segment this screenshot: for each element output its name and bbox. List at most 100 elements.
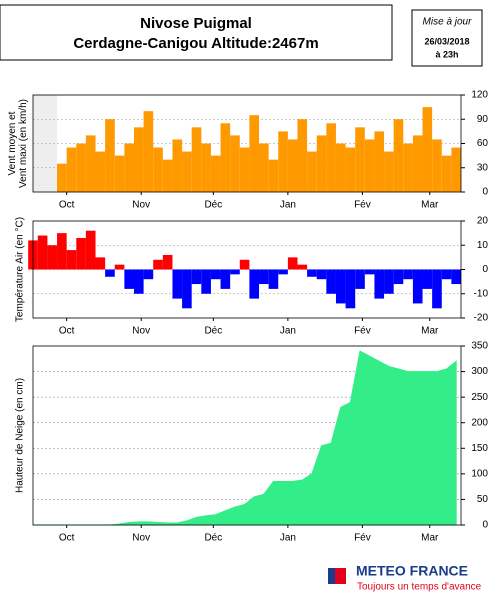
bar bbox=[143, 111, 154, 192]
x-tick-label: Jan bbox=[280, 200, 296, 211]
bar bbox=[259, 143, 269, 192]
bar bbox=[268, 159, 279, 192]
bar bbox=[76, 143, 86, 192]
bar bbox=[355, 127, 365, 192]
x-tick-label: Oct bbox=[59, 200, 75, 211]
y-axis-label: Vent maxi (en km/h) bbox=[18, 99, 29, 188]
bar bbox=[105, 269, 115, 277]
plot-frame bbox=[32, 345, 462, 526]
bar bbox=[162, 159, 173, 192]
bar bbox=[143, 269, 154, 280]
x-tick-label: Fév bbox=[354, 533, 371, 544]
bar bbox=[326, 123, 336, 192]
y-tick-label: 50 bbox=[477, 494, 489, 505]
bar bbox=[76, 237, 86, 270]
logo-name: METEO FRANCE bbox=[356, 563, 468, 579]
bar bbox=[345, 269, 356, 309]
bar bbox=[345, 147, 356, 192]
x-tick-label: Nov bbox=[132, 200, 150, 211]
bar bbox=[95, 257, 106, 270]
bar bbox=[57, 233, 67, 270]
bar bbox=[384, 151, 394, 192]
y-tick-label: 200 bbox=[471, 417, 488, 428]
bar bbox=[287, 139, 298, 192]
subtitle: Cerdagne-Canigou Altitude:2467m bbox=[73, 35, 318, 52]
bar bbox=[249, 269, 260, 299]
bar bbox=[259, 269, 269, 285]
y-tick-label: 30 bbox=[477, 162, 489, 173]
x-tick-label: Fév bbox=[354, 200, 371, 211]
x-tick-label: Oct bbox=[59, 533, 75, 544]
bar bbox=[182, 151, 192, 192]
plot-frame bbox=[32, 220, 462, 319]
x-tick-label: Mar bbox=[421, 200, 439, 211]
y-tick-label: 0 bbox=[482, 520, 488, 531]
bar bbox=[451, 269, 461, 285]
bar bbox=[172, 139, 183, 192]
y-axis-label: Vent moyen et bbox=[7, 111, 18, 175]
bar bbox=[162, 254, 173, 270]
update-label: Mise à jour bbox=[423, 17, 473, 28]
bar bbox=[85, 230, 96, 270]
y-tick-label: 90 bbox=[477, 114, 489, 125]
bar bbox=[316, 135, 327, 192]
bar bbox=[153, 259, 163, 270]
bar bbox=[37, 235, 48, 270]
update-hour: à 23h bbox=[435, 49, 458, 59]
bar bbox=[191, 269, 202, 285]
bar bbox=[239, 147, 250, 192]
plot-frame bbox=[32, 94, 462, 193]
bar bbox=[374, 269, 385, 299]
y-tick-label: 120 bbox=[471, 90, 488, 101]
bar bbox=[297, 264, 308, 270]
bar bbox=[220, 123, 231, 192]
x-tick-label: Fév bbox=[354, 326, 371, 337]
y-tick-label: -20 bbox=[474, 313, 489, 324]
bar bbox=[172, 269, 183, 299]
bar bbox=[66, 250, 77, 270]
bar bbox=[403, 143, 413, 192]
bar bbox=[182, 269, 192, 309]
title-box bbox=[0, 4, 393, 61]
bar bbox=[230, 269, 240, 275]
x-tick-label: Oct bbox=[59, 326, 75, 337]
x-tick-label: Nov bbox=[132, 533, 150, 544]
bar bbox=[307, 269, 317, 277]
x-tick-label: Jan bbox=[280, 533, 296, 544]
title: Nivose Puigmal bbox=[140, 15, 252, 32]
bar bbox=[393, 119, 404, 192]
y-axis-label: Hauteur de Neige (en cm) bbox=[15, 378, 26, 493]
bar bbox=[297, 119, 308, 192]
bar bbox=[432, 139, 442, 192]
bar bbox=[374, 131, 385, 192]
bar bbox=[230, 135, 240, 192]
bar bbox=[201, 269, 211, 294]
bar bbox=[85, 135, 96, 192]
y-tick-label: 0 bbox=[482, 187, 488, 198]
bar bbox=[316, 269, 327, 280]
x-tick-label: Mar bbox=[421, 533, 439, 544]
bar bbox=[133, 269, 144, 294]
bar bbox=[278, 269, 288, 275]
bar bbox=[403, 269, 413, 280]
bar bbox=[422, 107, 433, 192]
bar bbox=[201, 143, 211, 192]
bar bbox=[66, 147, 77, 192]
bar bbox=[393, 269, 404, 285]
y-tick-label: 250 bbox=[471, 392, 488, 403]
bar bbox=[47, 245, 58, 270]
bar bbox=[133, 127, 144, 192]
x-tick-label: Nov bbox=[132, 326, 150, 337]
y-tick-label: 300 bbox=[471, 366, 488, 377]
bar bbox=[364, 139, 375, 192]
x-tick-label: Déc bbox=[204, 533, 222, 544]
y-tick-label: 10 bbox=[477, 240, 489, 251]
x-tick-label: Jan bbox=[280, 326, 296, 337]
y-tick-label: 350 bbox=[471, 341, 488, 352]
snow-area bbox=[33, 350, 457, 526]
bar bbox=[364, 269, 375, 275]
bar bbox=[451, 147, 461, 192]
y-tick-label: -10 bbox=[474, 288, 489, 299]
logo-icon-red bbox=[335, 568, 346, 584]
y-tick-label: 20 bbox=[477, 216, 489, 227]
